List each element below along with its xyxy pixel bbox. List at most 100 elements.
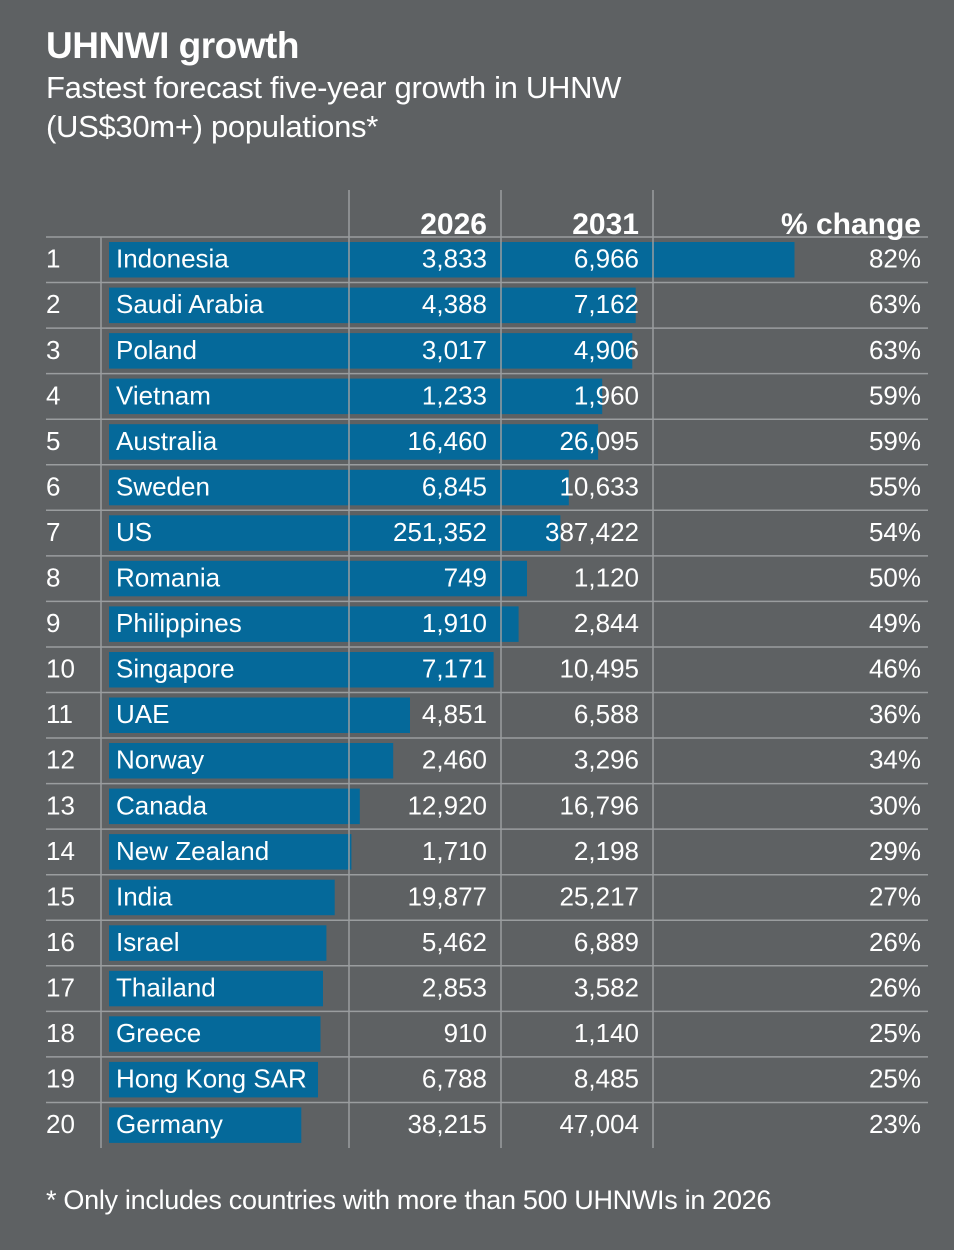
value-2026: 6,788 (422, 1064, 487, 1094)
value-2031: 10,633 (559, 471, 639, 501)
value-2031: 7,162 (574, 289, 639, 319)
rank-label: 4 (46, 380, 60, 410)
value-2026: 1,710 (422, 836, 487, 866)
rank-label: 9 (46, 608, 60, 638)
value-2031: 6,889 (574, 927, 639, 957)
bar-change-9 (109, 606, 519, 642)
country-label: Hong Kong SAR (116, 1064, 307, 1094)
bar-change-20 (109, 1107, 302, 1143)
value-2031: 1,140 (574, 1018, 639, 1048)
value-2026: 2,460 (422, 745, 487, 775)
country-label: UAE (116, 699, 169, 729)
value-2031: 10,495 (559, 654, 639, 684)
percent-change-label: 29% (869, 836, 921, 866)
rank-label: 8 (46, 563, 60, 593)
country-label: Romania (116, 563, 221, 593)
percent-change-label: 54% (869, 517, 921, 547)
country-label: Philippines (116, 608, 242, 638)
header-2031: 2031 (572, 208, 639, 241)
value-2031: 3,296 (574, 745, 639, 775)
bar-change-6 (109, 469, 569, 506)
value-2026: 3,017 (422, 335, 487, 365)
value-2026: 12,920 (407, 790, 487, 820)
percent-change-label: 30% (869, 790, 921, 820)
value-2026: 1,910 (422, 608, 487, 638)
rank-label: 16 (46, 927, 75, 957)
bar-change-1 (109, 242, 795, 278)
country-label: Indonesia (116, 244, 229, 274)
value-2026: 19,877 (407, 881, 487, 911)
percent-change-label: 50% (869, 563, 921, 593)
rank-label: 11 (46, 699, 73, 729)
rank-label: 5 (46, 426, 60, 456)
bar-change-2 (109, 287, 636, 324)
value-2026: 910 (444, 1018, 487, 1048)
value-2026: 4,388 (422, 289, 487, 319)
value-2026: 251,352 (393, 517, 487, 547)
percent-change-label: 23% (869, 1109, 921, 1139)
value-2031: 8,485 (574, 1064, 639, 1094)
value-2026: 5,462 (422, 927, 487, 957)
header-2026: 2026 (420, 208, 487, 241)
bar-change-11 (109, 697, 410, 733)
value-2031: 4,906 (574, 335, 639, 365)
country-label: Poland (116, 335, 197, 365)
country-label: Saudi Arabia (116, 289, 264, 319)
rank-label: 10 (46, 654, 75, 684)
bar-change-4 (109, 378, 603, 415)
bar-change-10 (109, 652, 494, 688)
bar-change-17 (109, 970, 323, 1007)
value-2031: 6,966 (574, 244, 639, 274)
bar-change-5 (109, 424, 599, 460)
value-2031: 3,582 (574, 972, 639, 1002)
rank-label: 17 (46, 972, 75, 1002)
value-2031: 1,120 (574, 563, 639, 593)
country-label: Sweden (116, 471, 210, 501)
value-2031: 25,217 (559, 881, 639, 911)
header-percent-change: % change (781, 208, 921, 241)
bar-change-7 (109, 515, 561, 551)
value-2026: 16,460 (407, 426, 487, 456)
country-label: Germany (116, 1109, 223, 1139)
bar-change-14 (109, 834, 352, 870)
country-label: Greece (116, 1018, 201, 1048)
rank-label: 1 (46, 244, 60, 274)
value-2026: 6,845 (422, 471, 487, 501)
country-label: Canada (116, 790, 208, 820)
country-label: Singapore (116, 654, 235, 684)
percent-change-label: 26% (869, 972, 921, 1002)
percent-change-label: 59% (869, 426, 921, 456)
percent-change-label: 25% (869, 1018, 921, 1048)
value-2031: 16,796 (559, 790, 639, 820)
value-2031: 6,588 (574, 699, 639, 729)
value-2031: 2,844 (574, 608, 639, 638)
value-2026: 749 (444, 563, 487, 593)
value-2026: 3,833 (422, 244, 487, 274)
value-2026: 1,233 (422, 380, 487, 410)
percent-change-label: 34% (869, 745, 921, 775)
bar-change-18 (109, 1016, 321, 1052)
value-2031: 2,198 (574, 836, 639, 866)
percent-change-label: 26% (869, 927, 921, 957)
rank-label: 13 (46, 790, 75, 820)
bar-change-16 (109, 925, 327, 961)
value-2031: 47,004 (559, 1109, 639, 1139)
bar-change-15 (109, 879, 335, 916)
percent-change-label: 55% (869, 471, 921, 501)
percent-change-label: 27% (869, 881, 921, 911)
percent-change-label: 63% (869, 289, 921, 319)
chart-subtitle: Fastest forecast five-year growth in UHN… (46, 70, 622, 144)
bar-change-8 (109, 560, 527, 597)
percent-change-label: 36% (869, 699, 921, 729)
bar-change-12 (109, 743, 394, 779)
percent-change-label: 49% (869, 608, 921, 638)
value-2031: 387,422 (545, 517, 639, 547)
bar-change-19 (109, 1061, 318, 1098)
value-2031: 26,095 (559, 426, 639, 456)
country-label: US (116, 517, 152, 547)
percent-change-label: 63% (869, 335, 921, 365)
percent-change-label: 59% (869, 380, 921, 410)
value-2031: 1,960 (574, 380, 639, 410)
country-label: Israel (116, 927, 180, 957)
